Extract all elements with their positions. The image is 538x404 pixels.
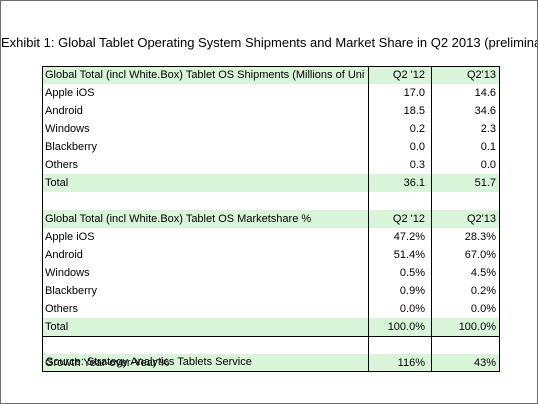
row-value-q2-12: 0.9%: [399, 285, 425, 297]
share-total-row: Total 100.0% 100.0%: [42, 318, 500, 336]
row-value-q2-13: 67.0%: [464, 249, 496, 261]
row-label: Windows: [45, 267, 90, 279]
row-value-q2-12: 0.5%: [399, 267, 425, 279]
share-header-row: Global Total (incl White.Box) Tablet OS …: [42, 210, 500, 228]
share-header-q2-13: Q2'13: [466, 213, 496, 225]
row-value-q2-12: 36.1: [403, 177, 425, 189]
row-label: Windows: [45, 123, 90, 135]
growth-bottom-border: [42, 336, 500, 337]
shipments-header-q2-12: Q2 '12: [392, 69, 425, 81]
table-row: Windows 0.5% 4.5%: [42, 264, 500, 282]
table-row: Blackberry 0.9% 0.2%: [42, 282, 500, 300]
row-label: Android: [45, 105, 83, 117]
table-row: Windows 0.2 2.3: [42, 120, 500, 138]
exhibit-title: Exhibit 1: Global Tablet Operating Syste…: [1, 35, 537, 50]
row-label: Android: [45, 249, 83, 261]
shipments-header-q2-13: Q2'13: [466, 69, 496, 81]
row-value-q2-12: 0.0%: [399, 303, 425, 315]
table-row: Apple iOS 17.0 14.6: [42, 84, 500, 102]
column-divider-1: [368, 66, 369, 372]
row-value-q2-13: 0.0: [480, 159, 496, 171]
share-header-label: Global Total (incl White.Box) Tablet OS …: [45, 213, 312, 225]
row-value-q2-12: 18.5: [403, 105, 425, 117]
row-label: Apple iOS: [45, 87, 95, 99]
row-label: Total: [45, 177, 69, 189]
row-label: Others: [45, 159, 79, 171]
row-value-q2-13: 43%: [473, 357, 496, 369]
row-value-q2-12: 17.0: [403, 87, 425, 99]
row-value-q2-13: 0.2%: [470, 285, 496, 297]
row-label: Blackberry: [45, 141, 97, 153]
row-label: Apple iOS: [45, 231, 95, 243]
row-value-q2-12: 0.2: [409, 123, 425, 135]
table-row: Others 0.0% 0.0%: [42, 300, 500, 318]
row-value-q2-12: 51.4%: [393, 249, 425, 261]
row-value-q2-13: 51.7: [474, 177, 496, 189]
table-row: Android 51.4% 67.0%: [42, 246, 500, 264]
row-value-q2-13: 0.1: [480, 141, 496, 153]
data-table: Global Total (incl White.Box) Tablet OS …: [42, 66, 500, 372]
row-value-q2-13: 2.3: [480, 123, 496, 135]
row-label: Blackberry: [45, 285, 97, 297]
table-right-border: [499, 66, 500, 372]
growth-row: Growth Year-over-Year % 116% 43%: [42, 354, 500, 372]
table-top-border: [42, 66, 500, 67]
row-label: Others: [45, 303, 79, 315]
shipments-header-row: Global Total (incl White.Box) Tablet OS …: [42, 66, 500, 84]
row-value-q2-12: 0.0: [409, 141, 425, 153]
table-row: Blackberry 0.0 0.1: [42, 138, 500, 156]
row-value-q2-12: 100.0%: [387, 321, 425, 333]
row-label: Total: [45, 321, 69, 333]
source-note: Source: Strategy Analytics Tablets Servi…: [46, 356, 252, 368]
row-value-q2-13: 14.6: [474, 87, 496, 99]
shipments-header-label: Global Total (incl White.Box) Tablet OS …: [45, 69, 365, 81]
table-row: Others 0.3 0.0: [42, 156, 500, 174]
row-value-q2-13: 4.5%: [470, 267, 496, 279]
row-label: Growth Year-over-Year %: [45, 357, 170, 369]
table-left-border: [42, 66, 43, 372]
table-bottom-border: [42, 371, 500, 372]
row-value-q2-13: 100.0%: [458, 321, 496, 333]
row-value-q2-13: 28.3%: [464, 231, 496, 243]
table-row: Android 18.5 34.6: [42, 102, 500, 120]
share-header-q2-12: Q2 '12: [392, 213, 425, 225]
row-value-q2-12: 0.3: [409, 159, 425, 171]
row-value-q2-13: 34.6: [474, 105, 496, 117]
row-value-q2-12: 47.2%: [393, 231, 425, 243]
column-divider-2: [431, 66, 432, 372]
shipments-total-row: Total 36.1 51.7: [42, 174, 500, 192]
row-value-q2-12: 116%: [397, 357, 425, 369]
row-value-q2-13: 0.0%: [470, 303, 496, 315]
table-row: Apple iOS 47.2% 28.3%: [42, 228, 500, 246]
